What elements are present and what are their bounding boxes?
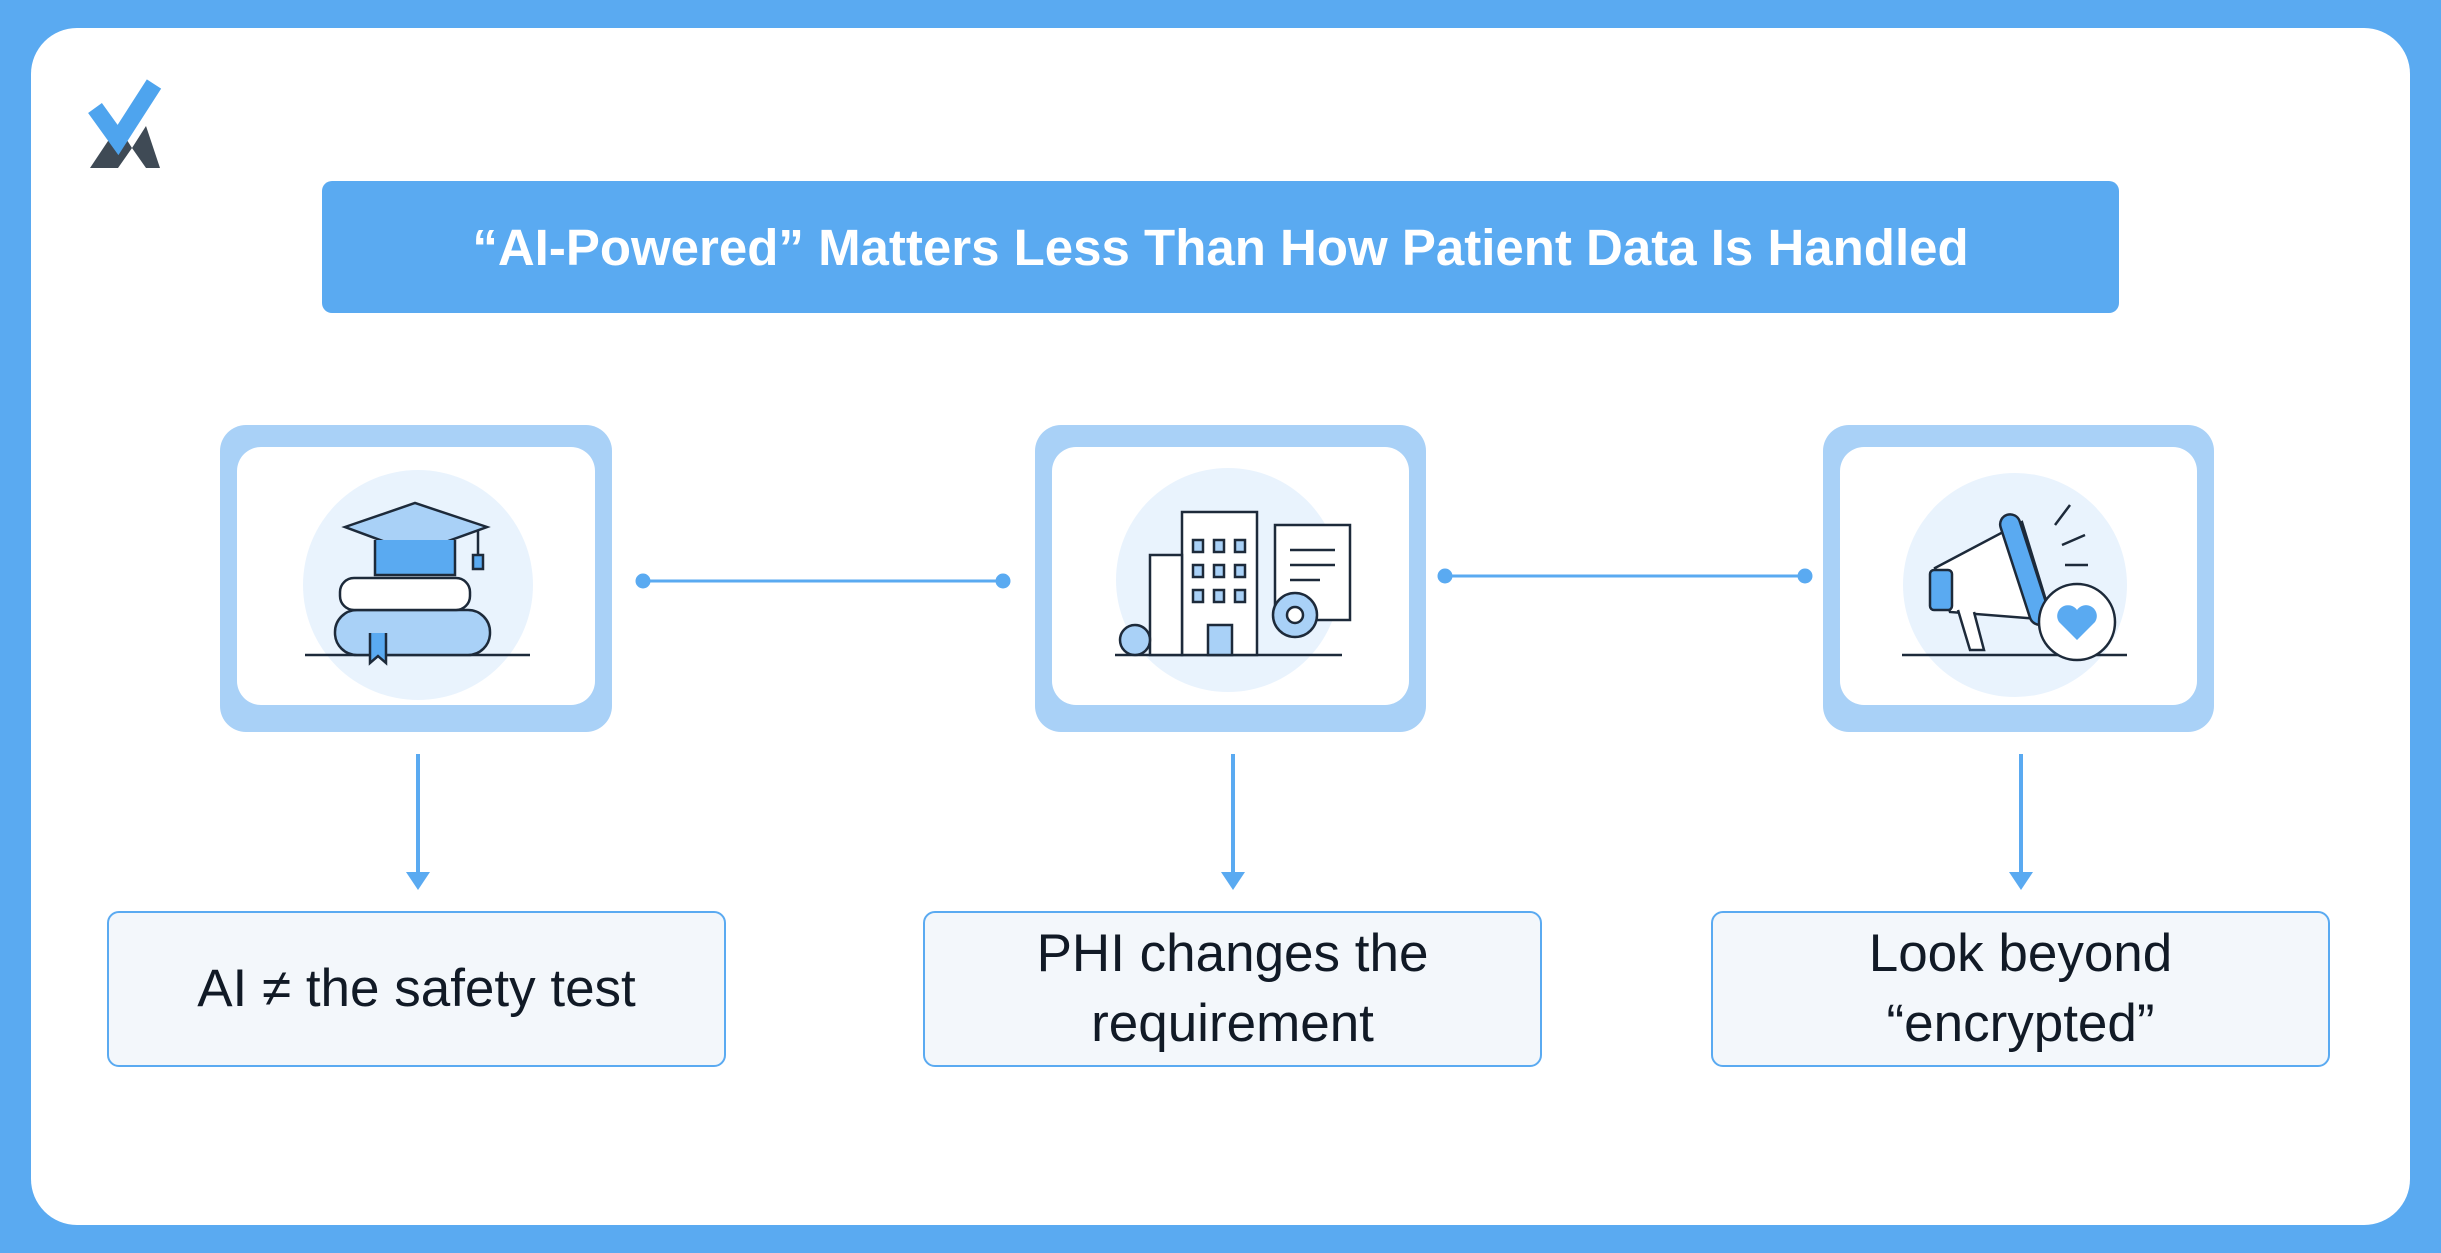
arrows <box>406 754 2033 890</box>
step-label: PHI changes the requirement <box>923 911 1542 1067</box>
logo <box>88 79 162 168</box>
connectors <box>635 568 1813 589</box>
icon-building <box>1115 468 1352 692</box>
title-banner: “AI-Powered” Matters Less Than How Patie… <box>322 181 2119 313</box>
icon-education <box>303 470 533 700</box>
step-label: AI ≠ the safety test <box>107 911 726 1067</box>
icon-megaphone <box>1902 473 2127 697</box>
step-label: Look beyond “encrypted” <box>1711 911 2330 1067</box>
